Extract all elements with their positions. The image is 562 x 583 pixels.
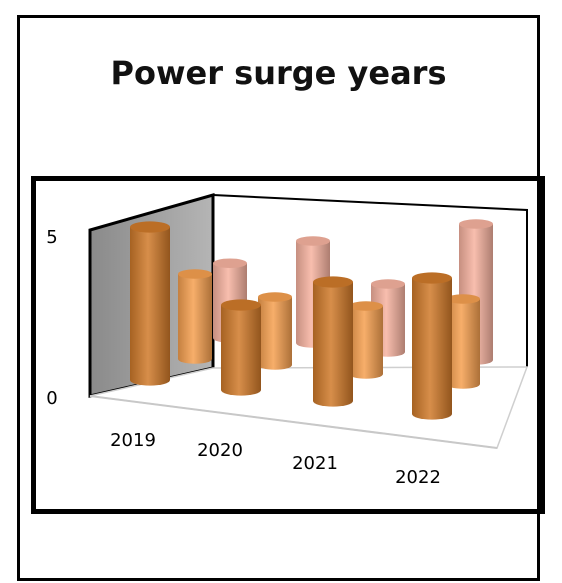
cylinder-body (446, 299, 480, 389)
cylinder-body (258, 297, 292, 370)
y-tick-label: 5 (46, 227, 57, 248)
floor-front-edge (89, 395, 498, 449)
cylinder-top (258, 292, 292, 302)
cylinder-top (459, 219, 493, 229)
cylinder-body (221, 305, 261, 396)
cylinder-bar (130, 221, 170, 386)
y-tick-label: 0 (46, 388, 57, 409)
cylinder-body (178, 274, 212, 364)
cylinder-top (178, 269, 212, 279)
cylinder-top (349, 301, 383, 311)
cylinder-bar (221, 299, 261, 396)
cylinder-bar (178, 269, 212, 364)
back-wall-edge (212, 194, 528, 367)
cylinder-top (130, 221, 170, 233)
cylinder-bar (313, 276, 353, 407)
chart-title: Power surge years (110, 54, 447, 92)
cylinder-top (412, 272, 452, 284)
cylinder-top (296, 236, 330, 246)
cylinder-top (213, 258, 247, 268)
cylinder-body (313, 282, 353, 407)
cylinder-bar (258, 292, 292, 370)
cylinder-top (313, 276, 353, 288)
cylinder-bar (446, 294, 480, 389)
x-tick-label: 2020 (197, 440, 243, 461)
x-tick-label: 2021 (292, 453, 338, 474)
cylinder-top (221, 299, 261, 311)
x-tick-label: 2022 (395, 467, 441, 488)
x-tick-label: 2019 (110, 430, 156, 451)
cylinder-bar (412, 272, 452, 420)
cylinder-top (446, 294, 480, 304)
cylinder-top (371, 279, 405, 289)
cylinder-bar (349, 301, 383, 379)
cylinder-body (412, 278, 452, 420)
cylinder-body (130, 227, 170, 386)
cylinder-body (349, 306, 383, 379)
